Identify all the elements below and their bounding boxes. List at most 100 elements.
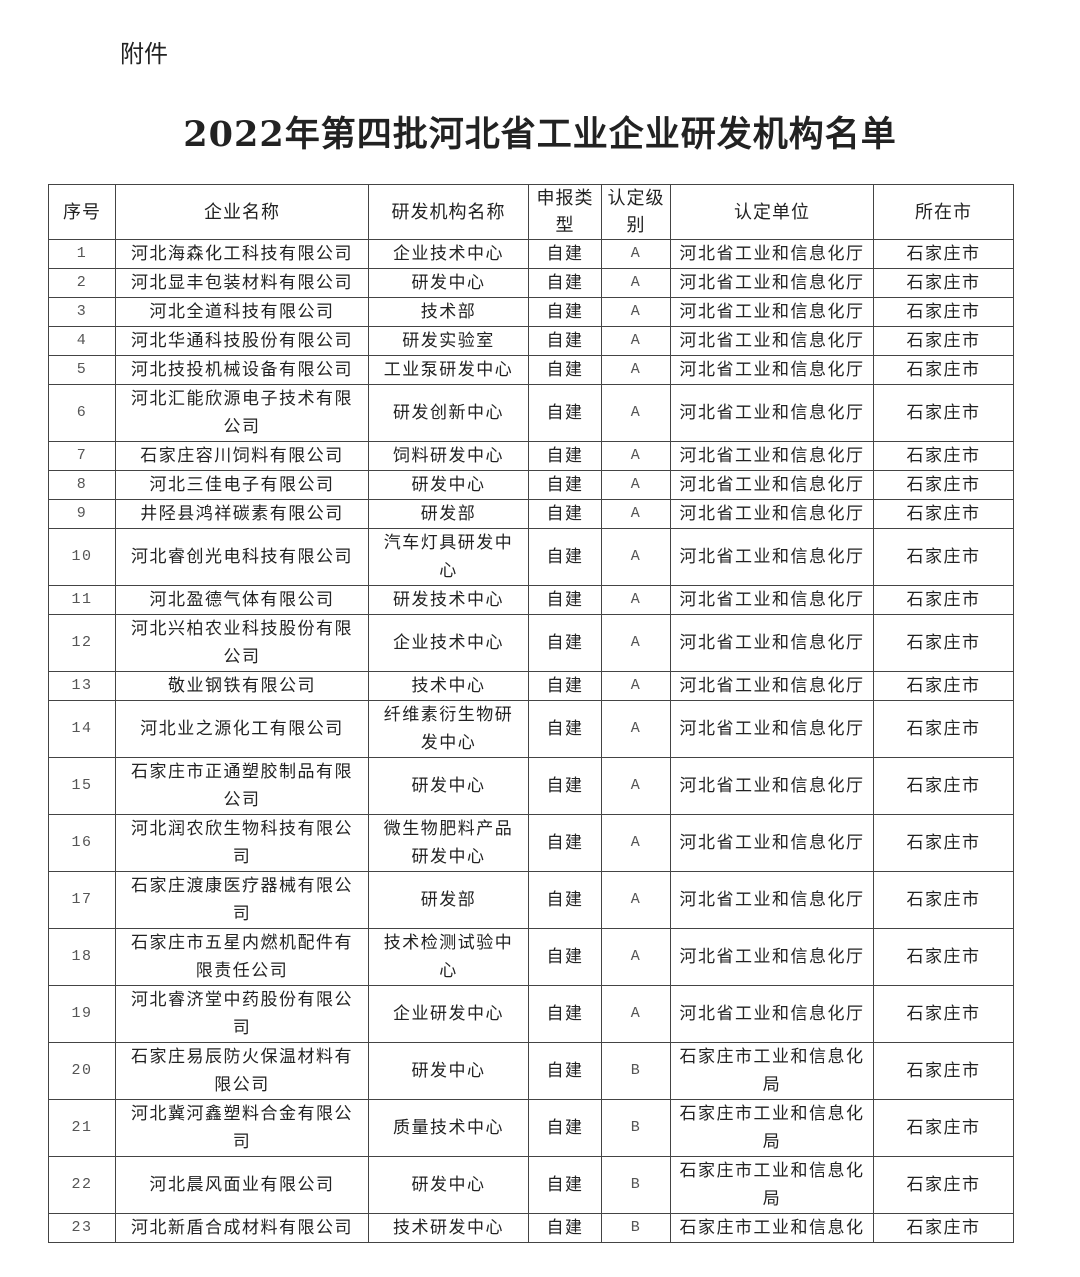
level: A — [601, 528, 671, 586]
apply-type: 自建 — [528, 297, 602, 327]
apply-type: 自建 — [528, 1213, 602, 1243]
authority: 石家庄市工业和信息化局 — [670, 1042, 874, 1100]
city: 石家庄市 — [873, 470, 1014, 500]
row-index: 9 — [48, 499, 116, 529]
authority: 河北省工业和信息化厅 — [670, 614, 874, 672]
row-index: 23 — [48, 1213, 116, 1243]
company-name: 敬业钢铁有限公司 — [115, 671, 369, 701]
level: A — [601, 384, 671, 442]
rd-org-name: 研发中心 — [368, 757, 529, 815]
rd-org-name: 饲料研发中心 — [368, 441, 529, 471]
company-name: 石家庄市正通塑胶制品有限公司 — [115, 757, 369, 815]
attachment-label: 附件 — [120, 40, 168, 68]
authority: 河北省工业和信息化厅 — [670, 671, 874, 701]
table-row: 23 河北新盾合成材料有限公司 技术研发中心 自建 B 石家庄市工业和信息化 石家庄市 — [48, 1213, 1014, 1243]
level: A — [601, 355, 671, 385]
table-row: 14 河北业之源化工有限公司 纤维素衍生物研发中心 自建 A 河北省工业和信息化厅 石家庄市 — [48, 700, 1014, 758]
company-name: 河北海森化工科技有限公司 — [115, 239, 369, 269]
rd-org-name: 技术检测试验中心 — [368, 928, 529, 986]
authority: 河北省工业和信息化厅 — [670, 384, 874, 442]
apply-type: 自建 — [528, 441, 602, 471]
table-row: 17 石家庄渡康医疗器械有限公司 研发部 自建 A 河北省工业和信息化厅 石家庄市 — [48, 871, 1014, 929]
company-name: 河北华通科技股份有限公司 — [115, 326, 369, 356]
apply-type: 自建 — [528, 384, 602, 442]
document-title: 2022年第四批河北省工业企业研发机构名单 — [183, 114, 897, 155]
level: A — [601, 671, 671, 701]
authority: 河北省工业和信息化厅 — [670, 700, 874, 758]
table-row: 18 石家庄市五星内燃机配件有限责任公司 技术检测试验中心 自建 A 河北省工业和信息化厅… — [48, 928, 1014, 986]
level: A — [601, 757, 671, 815]
city: 石家庄市 — [873, 757, 1014, 815]
level: A — [601, 268, 671, 298]
company-name: 河北汇能欣源电子技术有限公司 — [115, 384, 369, 442]
level: B — [601, 1042, 671, 1100]
header-apply-type: 申报类型 — [528, 184, 602, 240]
level: A — [601, 239, 671, 269]
table-row: 21 河北冀河鑫塑料合金有限公司 质量技术中心 自建 B 石家庄市工业和信息化局 石家庄市 — [48, 1099, 1014, 1157]
apply-type: 自建 — [528, 671, 602, 701]
company-name: 河北兴柏农业科技股份有限公司 — [115, 614, 369, 672]
table-row: 13 敬业钢铁有限公司 技术中心 自建 A 河北省工业和信息化厅 石家庄市 — [48, 671, 1014, 701]
company-name: 河北润农欣生物科技有限公司 — [115, 814, 369, 872]
row-index: 5 — [48, 355, 116, 385]
rd-org-name: 研发实验室 — [368, 326, 529, 356]
row-index: 11 — [48, 585, 116, 615]
rd-org-name: 汽车灯具研发中心 — [368, 528, 529, 586]
authority: 河北省工业和信息化厅 — [670, 441, 874, 471]
company-name: 石家庄市五星内燃机配件有限责任公司 — [115, 928, 369, 986]
apply-type: 自建 — [528, 1042, 602, 1100]
apply-type: 自建 — [528, 814, 602, 872]
table-row: 2 河北显丰包装材料有限公司 研发中心 自建 A 河北省工业和信息化厅 石家庄市 — [48, 268, 1014, 298]
rd-org-name: 微生物肥料产品研发中心 — [368, 814, 529, 872]
level: A — [601, 470, 671, 500]
city: 石家庄市 — [873, 585, 1014, 615]
level: A — [601, 585, 671, 615]
level: A — [601, 814, 671, 872]
company-name: 井陉县鸿祥碳素有限公司 — [115, 499, 369, 529]
table-row: 8 河北三佳电子有限公司 研发中心 自建 A 河北省工业和信息化厅 石家庄市 — [48, 470, 1014, 500]
rd-org-name: 研发中心 — [368, 268, 529, 298]
apply-type: 自建 — [528, 614, 602, 672]
rd-org-name: 质量技术中心 — [368, 1099, 529, 1157]
city: 石家庄市 — [873, 384, 1014, 442]
authority: 河北省工业和信息化厅 — [670, 928, 874, 986]
row-index: 12 — [48, 614, 116, 672]
company-name: 石家庄渡康医疗器械有限公司 — [115, 871, 369, 929]
table-row: 12 河北兴柏农业科技股份有限公司 企业技术中心 自建 A 河北省工业和信息化厅 石家庄市 — [48, 614, 1014, 672]
city: 石家庄市 — [873, 1213, 1014, 1243]
table-row: 4 河北华通科技股份有限公司 研发实验室 自建 A 河北省工业和信息化厅 石家庄市 — [48, 326, 1014, 356]
row-index: 14 — [48, 700, 116, 758]
authority: 河北省工业和信息化厅 — [670, 871, 874, 929]
city: 石家庄市 — [873, 1099, 1014, 1157]
level: A — [601, 499, 671, 529]
table-row: 19 河北睿济堂中药股份有限公司 企业研发中心 自建 A 河北省工业和信息化厅 石家庄市 — [48, 985, 1014, 1043]
rd-org-name: 研发技术中心 — [368, 585, 529, 615]
rd-org-name: 研发中心 — [368, 1156, 529, 1214]
row-index: 6 — [48, 384, 116, 442]
row-index: 8 — [48, 470, 116, 500]
company-name: 河北盈德气体有限公司 — [115, 585, 369, 615]
apply-type: 自建 — [528, 239, 602, 269]
table-row: 10 河北睿创光电科技有限公司 汽车灯具研发中心 自建 A 河北省工业和信息化厅 石家庄市 — [48, 528, 1014, 586]
company-name: 石家庄易辰防火保温材料有限公司 — [115, 1042, 369, 1100]
city: 石家庄市 — [873, 268, 1014, 298]
table-row: 20 石家庄易辰防火保温材料有限公司 研发中心 自建 B 石家庄市工业和信息化局 石家庄市 — [48, 1042, 1014, 1100]
authority: 河北省工业和信息化厅 — [670, 239, 874, 269]
company-name: 石家庄容川饲料有限公司 — [115, 441, 369, 471]
company-name: 河北业之源化工有限公司 — [115, 700, 369, 758]
authority: 河北省工业和信息化厅 — [670, 499, 874, 529]
apply-type: 自建 — [528, 326, 602, 356]
city: 石家庄市 — [873, 441, 1014, 471]
authority: 河北省工业和信息化厅 — [670, 985, 874, 1043]
rd-org-name: 技术中心 — [368, 671, 529, 701]
rd-org-name: 企业研发中心 — [368, 985, 529, 1043]
city: 石家庄市 — [873, 528, 1014, 586]
rd-org-name: 研发创新中心 — [368, 384, 529, 442]
table-row: 16 河北润农欣生物科技有限公司 微生物肥料产品研发中心 自建 A 河北省工业和信息化厅石… — [48, 814, 1014, 872]
apply-type: 自建 — [528, 355, 602, 385]
apply-type: 自建 — [528, 470, 602, 500]
level: A — [601, 614, 671, 672]
row-index: 17 — [48, 871, 116, 929]
row-index: 7 — [48, 441, 116, 471]
header-company: 企业名称 — [115, 184, 369, 240]
